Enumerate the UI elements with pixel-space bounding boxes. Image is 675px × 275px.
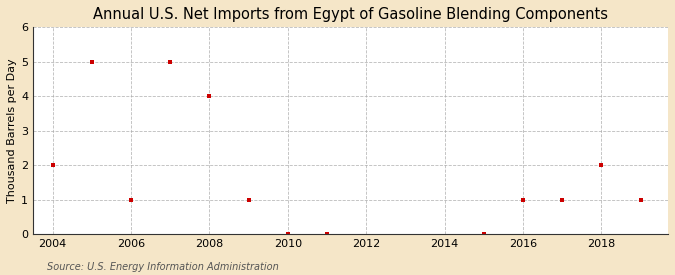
Text: Source: U.S. Energy Information Administration: Source: U.S. Energy Information Administ… [47, 262, 279, 272]
Y-axis label: Thousand Barrels per Day: Thousand Barrels per Day [7, 58, 17, 203]
Title: Annual U.S. Net Imports from Egypt of Gasoline Blending Components: Annual U.S. Net Imports from Egypt of Ga… [93, 7, 608, 22]
